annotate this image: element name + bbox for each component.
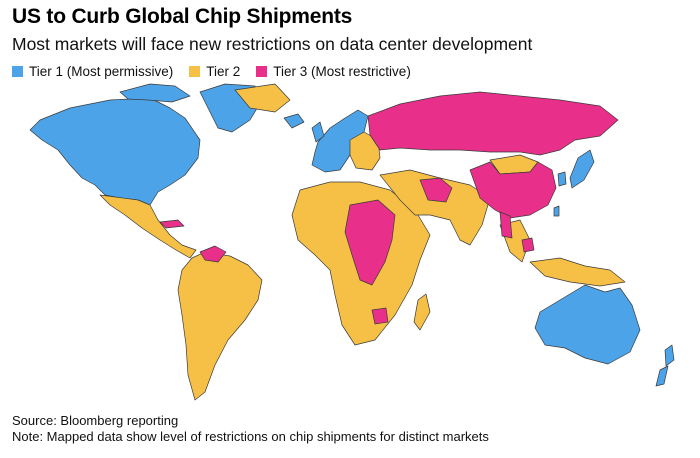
region-zimbabwe	[371, 307, 389, 325]
region-new-zealand	[655, 344, 675, 387]
region-australia	[534, 284, 641, 365]
region-japan	[569, 149, 595, 189]
region-arctic-canada	[119, 83, 191, 103]
region-taiwan	[553, 205, 560, 217]
legend: Tier 1 (Most permissive) Tier 2 Tier 3 (…	[12, 64, 427, 79]
legend-swatch-tier3	[256, 66, 268, 77]
footer: Source: Bloomberg reporting Note: Mapped…	[12, 413, 489, 445]
chart-title: US to Curb Global Chip Shipments	[12, 5, 353, 28]
legend-label-tier1: Tier 1 (Most permissive)	[29, 64, 174, 79]
region-cambodia	[521, 237, 535, 253]
region-central-africa	[344, 199, 396, 286]
legend-label-tier3: Tier 3 (Most restrictive)	[273, 64, 411, 79]
legend-item-tier3: Tier 3 (Most restrictive)	[256, 64, 411, 79]
legend-item-tier2: Tier 2	[189, 64, 240, 79]
region-russia	[367, 91, 619, 156]
legend-label-tier2: Tier 2	[206, 64, 241, 79]
region-eastern-europe	[349, 131, 381, 171]
region-svalbard-arctic	[234, 83, 291, 113]
region-iran	[419, 177, 453, 203]
region-madagascar	[413, 293, 431, 331]
region-uk	[311, 121, 325, 143]
chart-subtitle: Most markets will face new restrictions …	[12, 34, 533, 54]
source-note: Source: Bloomberg reporting	[12, 413, 179, 428]
region-iceland	[283, 113, 305, 129]
region-southeast-asia	[499, 219, 626, 287]
region-cuba	[159, 219, 185, 229]
region-mexico-central-america	[99, 194, 197, 259]
world-map	[29, 83, 675, 401]
region-venezuela	[199, 245, 227, 263]
region-south-america	[177, 251, 263, 401]
legend-item-tier1: Tier 1 (Most permissive)	[12, 64, 173, 79]
footnote: Note: Mapped data show level of restrict…	[12, 429, 489, 444]
region-north-america	[29, 97, 201, 206]
region-south-korea	[557, 171, 567, 187]
legend-swatch-tier1	[12, 66, 23, 77]
legend-swatch-tier2	[189, 66, 201, 77]
region-china	[469, 161, 557, 219]
region-myanmar	[499, 211, 513, 239]
